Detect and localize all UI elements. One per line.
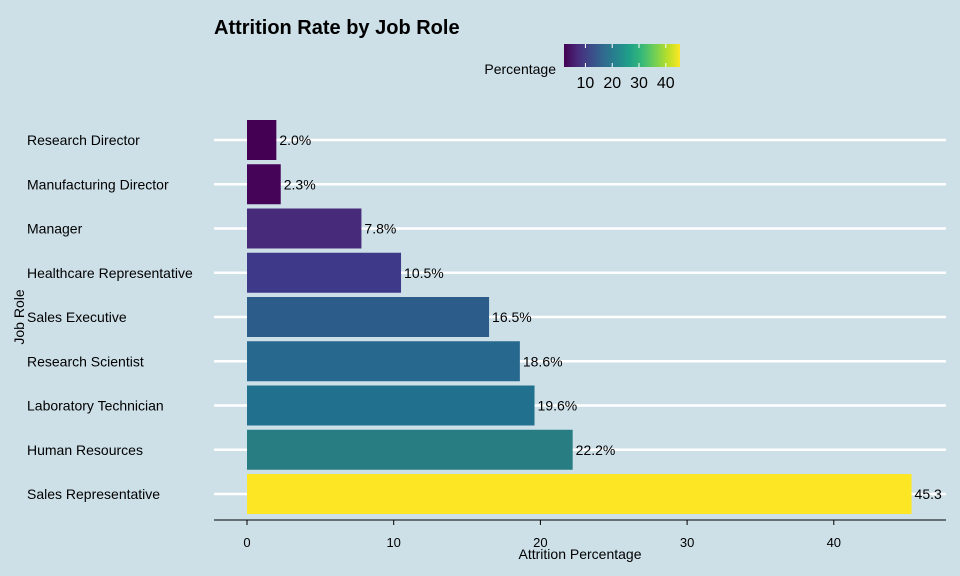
category-label: Sales Executive (27, 309, 127, 325)
bar (247, 120, 277, 160)
bar (247, 474, 912, 514)
value-label: 2.0% (279, 132, 311, 148)
bar (247, 429, 573, 470)
legend-tick-label: 30 (630, 75, 648, 92)
x-axis-title: Attrition Percentage (519, 546, 642, 562)
legend: Percentage 10 20 30 40 (484, 44, 680, 92)
category-label: Human Resources (27, 442, 143, 458)
value-label: 18.6% (523, 353, 563, 369)
chart-title: Attrition Rate by Job Role (214, 17, 460, 39)
category-label: Laboratory Technician (27, 398, 164, 414)
x-tick-label: 20 (533, 535, 547, 550)
legend-title: Percentage (484, 61, 556, 77)
value-label: 45.3 (915, 486, 942, 502)
value-label: 2.3% (284, 176, 316, 192)
x-axis: 0 10 20 30 40 (214, 519, 946, 550)
bar (247, 164, 281, 205)
x-tick-label: 0 (243, 535, 250, 550)
category-label: Healthcare Representative (27, 265, 193, 281)
category-label: Manager (27, 221, 83, 237)
legend-tick-label: 20 (603, 75, 621, 92)
category-labels: Research Director Manufacturing Director M… (27, 132, 193, 502)
y-axis-title: Job Role (11, 289, 27, 344)
x-tick-label: 10 (386, 535, 400, 550)
category-label: Manufacturing Director (27, 176, 169, 192)
category-label: Research Director (27, 132, 140, 148)
bar (247, 341, 520, 382)
bars (247, 120, 912, 514)
category-label: Sales Representative (27, 486, 160, 502)
value-label: 16.5% (492, 309, 532, 325)
value-label: 22.2% (576, 442, 616, 458)
x-tick-label: 30 (680, 535, 694, 550)
category-label: Research Scientist (27, 353, 144, 369)
x-tick-label: 40 (827, 535, 841, 550)
legend-tick-label: 10 (577, 75, 595, 92)
value-label: 19.6% (538, 398, 578, 414)
bar (247, 252, 402, 293)
bar (247, 297, 490, 337)
value-labels: 2.0% 2.3% 7.8% 10.5% 16.5% 18.6% 19.6% 22.2% 45.… (279, 132, 942, 502)
legend-tick-label: 40 (657, 75, 675, 92)
value-label: 10.5% (404, 265, 444, 281)
bar (247, 385, 535, 426)
value-label: 7.8% (364, 221, 396, 237)
legend-colorbar (564, 44, 680, 67)
bar (247, 208, 362, 249)
